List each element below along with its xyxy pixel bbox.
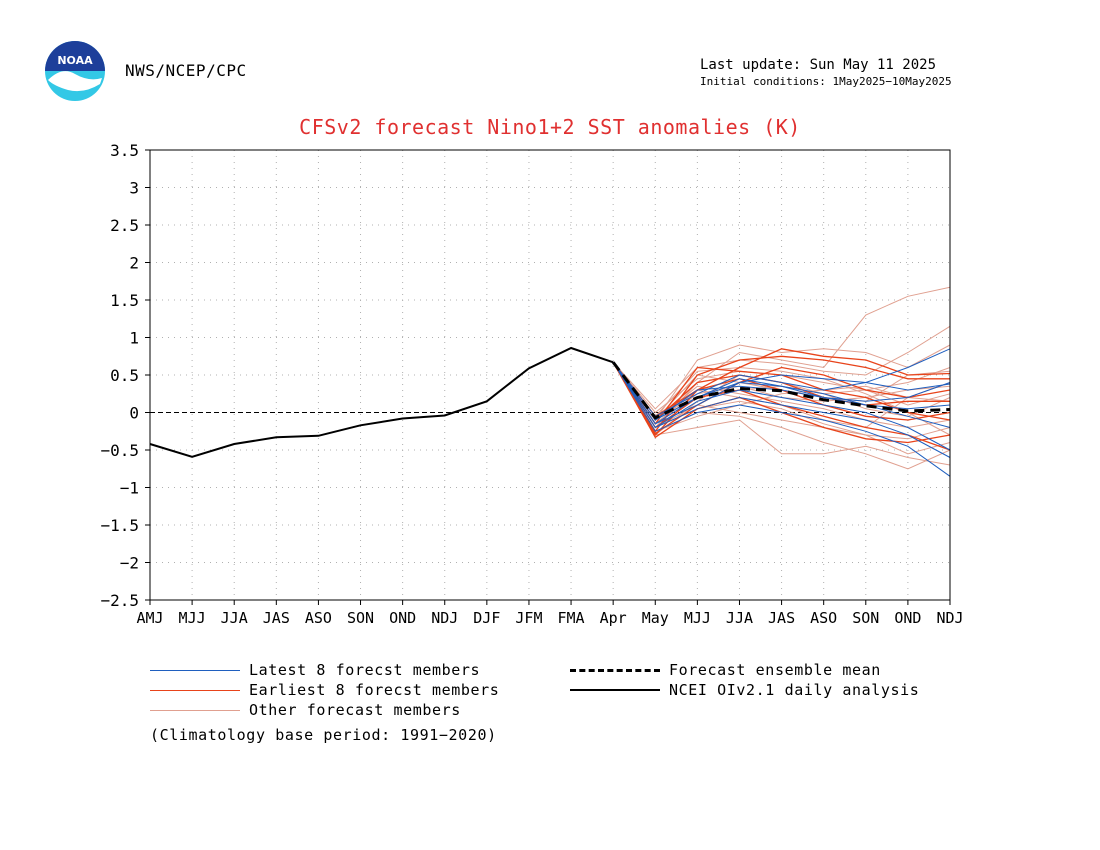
series-latest-member: [612, 348, 951, 417]
x-tick-label: ASO: [810, 609, 837, 627]
series-latest-member: [612, 362, 951, 477]
x-tick-label: SON: [347, 609, 374, 627]
x-tick-label: SON: [852, 609, 879, 627]
legend-swatch-other: [150, 710, 240, 711]
series-latest-member: [612, 362, 951, 425]
legend-label-mean: Forecast ensemble mean: [669, 661, 881, 679]
chart-title: CFSv2 forecast Nino1+2 SST anomalies (K): [299, 115, 801, 139]
series-other-member: [612, 325, 951, 410]
y-tick-label: −1.5: [100, 516, 139, 535]
x-tick-label: JJA: [221, 609, 248, 627]
series-ensemble-mean: [612, 361, 951, 420]
legend-label-other: Other forecast members: [249, 701, 461, 719]
x-axis-ticks: AMJ MJJ JJA JAS ASO SON OND NDJ DJF JFM FMA Apr May M…: [136, 600, 964, 627]
series-analysis: [149, 346, 614, 458]
y-tick-label: 1: [129, 329, 139, 348]
initial-conditions: Initial conditions: 1May2025−10May2025: [700, 75, 952, 88]
x-tick-label: JJA: [726, 609, 753, 627]
x-tick-label: AMJ: [136, 609, 163, 627]
legend-label-earliest: Earliest 8 forecst members: [249, 681, 500, 699]
x-tick-label: Apr: [600, 609, 627, 627]
y-tick-label: 3.5: [110, 141, 139, 160]
legend-label-latest: Latest 8 forecst members: [249, 661, 481, 679]
gridlines: [150, 150, 950, 600]
legend-swatch-latest: [150, 670, 240, 671]
legend-label-analysis: NCEI OIv2.1 daily analysis: [669, 681, 920, 699]
logo-text: NOAA: [57, 54, 93, 67]
series-latest-member: [612, 362, 951, 458]
x-tick-label: JFM: [515, 609, 542, 627]
series-other-member: [612, 361, 951, 436]
x-tick-label: ASO: [305, 609, 332, 627]
legend-swatch-analysis: [570, 689, 660, 691]
y-axis-ticks: 3.5 3 2.5 2 1.5 1 0.5 0 −0.5 −1 −1.5 −2 −2.5: [100, 141, 150, 610]
series-latest-member: [612, 362, 951, 451]
series-layer: [149, 286, 951, 477]
noaa-logo-icon: NOAA: [45, 41, 105, 101]
series-other-member: [612, 362, 951, 432]
plot-frame: [149, 149, 951, 601]
y-tick-label: 2: [129, 254, 139, 273]
y-tick-label: 3: [129, 179, 139, 198]
series-earliest-member: [612, 348, 951, 437]
x-tick-label: MJJ: [684, 609, 711, 627]
y-tick-label: 2.5: [110, 216, 139, 235]
series-latest-member: [612, 362, 951, 425]
x-tick-label: FMA: [558, 609, 585, 627]
x-tick-label: MJJ: [179, 609, 206, 627]
y-tick-label: −0.5: [100, 441, 139, 460]
last-update: Last update: Sun May 11 2025: [700, 57, 937, 73]
x-tick-label: NDJ: [936, 609, 963, 627]
x-tick-label: DJF: [473, 609, 500, 627]
series-earliest-member: [612, 361, 951, 435]
y-tick-label: 1.5: [110, 291, 139, 310]
legend-swatch-earliest: [150, 690, 240, 691]
series-other-member: [612, 344, 951, 421]
y-tick-label: −1: [120, 479, 139, 498]
x-tick-label: OND: [894, 609, 921, 627]
y-tick-label: 0.5: [110, 366, 139, 385]
x-tick-label: NDJ: [431, 609, 458, 627]
y-tick-label: 0: [129, 404, 139, 423]
x-tick-label: OND: [389, 609, 416, 627]
x-tick-label: May: [642, 609, 669, 627]
series-other-member: [612, 362, 951, 466]
x-tick-label: JAS: [768, 609, 795, 627]
x-tick-label: JAS: [263, 609, 290, 627]
y-tick-label: −2.5: [100, 591, 139, 610]
y-tick-label: −2: [120, 554, 139, 573]
legend-swatch-mean: [570, 669, 660, 672]
climatology-note: (Climatology base period: 1991−2020): [150, 726, 497, 744]
agency-label: NWS/NCEP/CPC: [125, 61, 247, 80]
